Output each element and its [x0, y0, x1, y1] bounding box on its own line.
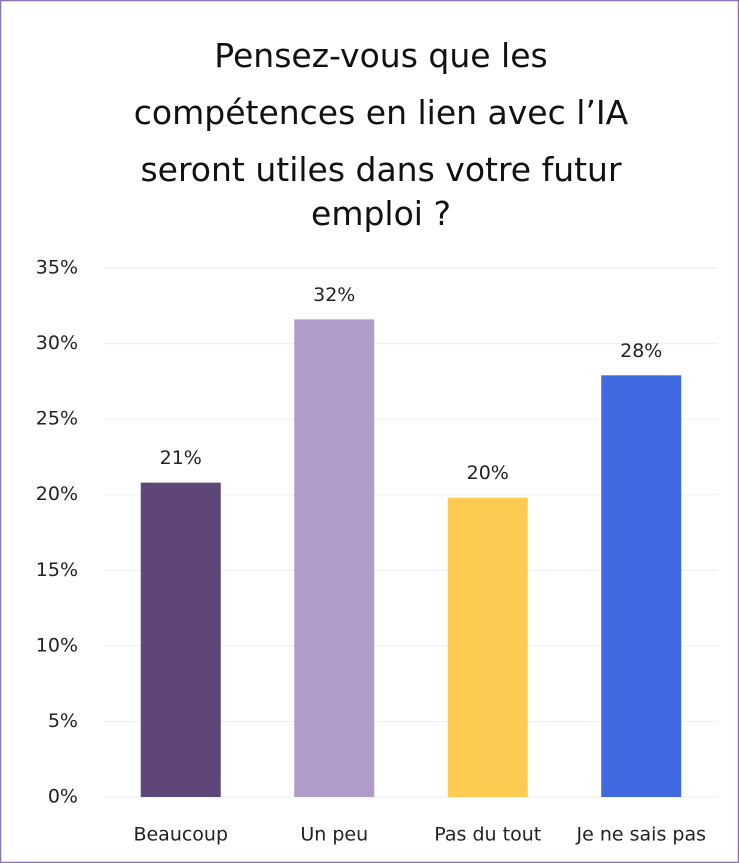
data-label: 28%	[620, 340, 662, 362]
x-tick-label: Beaucoup	[133, 824, 228, 846]
bar	[140, 482, 221, 797]
y-tick-label: 25%	[36, 408, 78, 430]
x-tick-label: Je ne sais pas	[576, 824, 706, 846]
y-tick-label: 15%	[36, 559, 78, 581]
y-tick-label: 5%	[48, 710, 78, 732]
x-tick-label: Pas du tout	[434, 824, 541, 846]
y-tick-label: 35%	[36, 257, 78, 279]
data-label: 21%	[160, 447, 202, 469]
bar	[294, 319, 375, 797]
bar	[447, 497, 528, 797]
y-tick-label: 10%	[36, 634, 78, 656]
bar	[601, 375, 682, 797]
y-tick-label: 30%	[36, 332, 78, 354]
data-label: 32%	[313, 284, 355, 306]
chart-title: Pensez-vous que les compétences en lien a…	[134, 36, 629, 233]
y-tick-label: 20%	[36, 483, 78, 505]
data-label: 20%	[467, 462, 509, 484]
y-tick-label: 0%	[48, 786, 78, 808]
x-tick-label: Un peu	[300, 824, 368, 846]
